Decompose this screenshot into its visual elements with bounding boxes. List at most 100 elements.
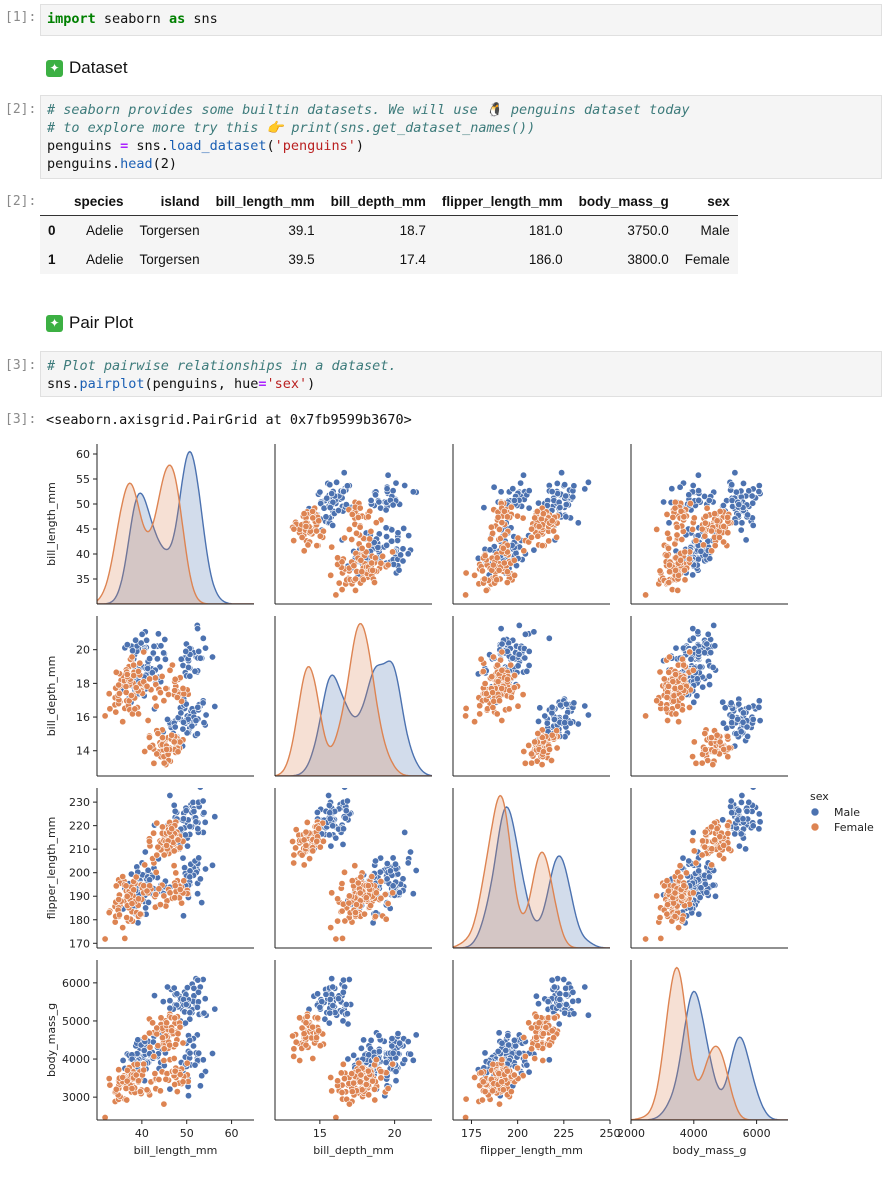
scatter-point-female bbox=[141, 861, 149, 869]
scatter-point-female bbox=[302, 1041, 310, 1049]
scatter-point-male bbox=[186, 1036, 194, 1044]
code-comment: # seaborn provides some builtin datasets… bbox=[47, 102, 690, 118]
scatter-point-male bbox=[701, 649, 709, 657]
scatter-point-female bbox=[553, 744, 561, 752]
scatter-point-male bbox=[525, 662, 533, 670]
scatter-point-female bbox=[462, 591, 470, 599]
scatter-point-female bbox=[713, 517, 721, 525]
scatter-point-male bbox=[391, 860, 399, 868]
markdown-heading-pair-plot: ✦ Pair Plot bbox=[46, 313, 133, 333]
scatter-point-female bbox=[327, 1073, 335, 1081]
scatter-point-male bbox=[735, 700, 743, 708]
panel-marks bbox=[642, 621, 764, 769]
scatter-point-female bbox=[160, 1056, 168, 1064]
scatter-point-male bbox=[695, 867, 703, 875]
scatter-point-male bbox=[371, 857, 379, 865]
scatter-point-male bbox=[497, 625, 505, 633]
panel-marks bbox=[275, 622, 432, 776]
markdown-heading-dataset: ✦ Dataset bbox=[46, 58, 128, 78]
column-header: bill_length_mm bbox=[207, 188, 323, 216]
scatter-point-female bbox=[350, 562, 358, 570]
scatter-point-female bbox=[315, 825, 323, 833]
scatter-point-female bbox=[304, 541, 312, 549]
scatter-point-female bbox=[368, 873, 376, 881]
scatter-point-female bbox=[656, 914, 664, 922]
scatter-point-male bbox=[562, 700, 570, 708]
cell-2-code[interactable]: # seaborn provides some builtin datasets… bbox=[40, 95, 882, 179]
cell-1-code[interactable]: import seaborn as sns bbox=[40, 4, 882, 36]
scatter-point-male bbox=[695, 496, 703, 504]
scatter-point-male bbox=[731, 830, 739, 838]
scatter-point-female bbox=[362, 1080, 370, 1088]
scatter-point-female bbox=[180, 877, 188, 885]
x-tick-label: 2000 bbox=[617, 1127, 645, 1140]
scatter-point-female bbox=[316, 532, 324, 540]
scatter-point-female bbox=[703, 504, 711, 512]
y-tick-label: 50 bbox=[76, 498, 90, 511]
cell-3-code[interactable]: # Plot pairwise relationships in a datas… bbox=[40, 351, 882, 397]
scatter-point-male bbox=[360, 1036, 368, 1044]
scatter-point-female bbox=[520, 547, 528, 555]
scatter-point-female bbox=[701, 532, 709, 540]
scatter-point-female bbox=[669, 678, 677, 686]
scatter-point-male bbox=[548, 703, 556, 711]
scatter-point-male bbox=[412, 866, 420, 874]
scatter-point-female bbox=[160, 1045, 168, 1053]
scatter-point-male bbox=[689, 481, 697, 489]
scatter-point-male bbox=[389, 487, 397, 495]
scatter-point-male bbox=[737, 798, 745, 806]
scatter-point-male bbox=[322, 990, 330, 998]
scatter-point-male bbox=[149, 1038, 157, 1046]
scatter-point-female bbox=[328, 1087, 336, 1095]
scatter-point-female bbox=[151, 694, 159, 702]
y-tick-label: 14 bbox=[76, 745, 90, 758]
scatter-point-female bbox=[500, 559, 508, 567]
scatter-point-female bbox=[498, 716, 506, 724]
scatter-point-male bbox=[409, 890, 417, 898]
scatter-point-female bbox=[680, 566, 688, 574]
y-axis-label: bill_length_mm bbox=[45, 482, 58, 566]
scatter-point-female bbox=[154, 843, 162, 851]
scatter-point-female bbox=[698, 851, 706, 859]
scatter-point-male bbox=[556, 995, 564, 1003]
scatter-point-male bbox=[581, 485, 589, 493]
scatter-point-female bbox=[309, 1023, 317, 1031]
scatter-point-male bbox=[138, 630, 146, 638]
scatter-point-male bbox=[382, 506, 390, 514]
scatter-point-female bbox=[106, 1081, 114, 1089]
scatter-point-male bbox=[668, 485, 676, 493]
scatter-point-female bbox=[290, 851, 298, 859]
scatter-point-male bbox=[569, 997, 577, 1005]
scatter-point-female bbox=[348, 1070, 356, 1078]
scatter-point-female bbox=[471, 571, 479, 579]
scatter-point-female bbox=[680, 513, 688, 521]
scatter-point-male bbox=[209, 653, 217, 661]
kde-female bbox=[453, 794, 610, 948]
scatter-point-male bbox=[179, 854, 187, 862]
scatter-point-female bbox=[338, 586, 346, 594]
scatter-point-female bbox=[725, 845, 733, 853]
scatter-point-male bbox=[728, 481, 736, 489]
scatter-point-female bbox=[663, 510, 671, 518]
scatter-point-male bbox=[333, 779, 339, 785]
scatter-point-male bbox=[329, 983, 337, 991]
scatter-point-female bbox=[493, 576, 501, 584]
scatter-point-male bbox=[705, 497, 713, 505]
scatter-point-male bbox=[334, 995, 342, 1003]
scatter-point-female bbox=[365, 541, 373, 549]
scatter-point-male bbox=[505, 1041, 513, 1049]
scatter-point-female bbox=[105, 690, 113, 698]
scatter-point-female bbox=[364, 1067, 372, 1075]
scatter-point-male bbox=[199, 634, 207, 642]
scatter-point-female bbox=[174, 836, 182, 844]
y-tick-label: 6000 bbox=[62, 977, 90, 990]
scatter-point-female bbox=[145, 837, 153, 845]
scatter-point-female bbox=[542, 1023, 550, 1031]
scatter-point-female bbox=[677, 556, 685, 564]
scatter-point-male bbox=[703, 889, 711, 897]
heading-text: Pair Plot bbox=[69, 313, 134, 332]
scatter-point-male bbox=[732, 488, 740, 496]
scatter-point-male bbox=[742, 845, 750, 853]
scatter-point-male bbox=[329, 521, 337, 529]
scatter-point-male bbox=[160, 649, 168, 657]
